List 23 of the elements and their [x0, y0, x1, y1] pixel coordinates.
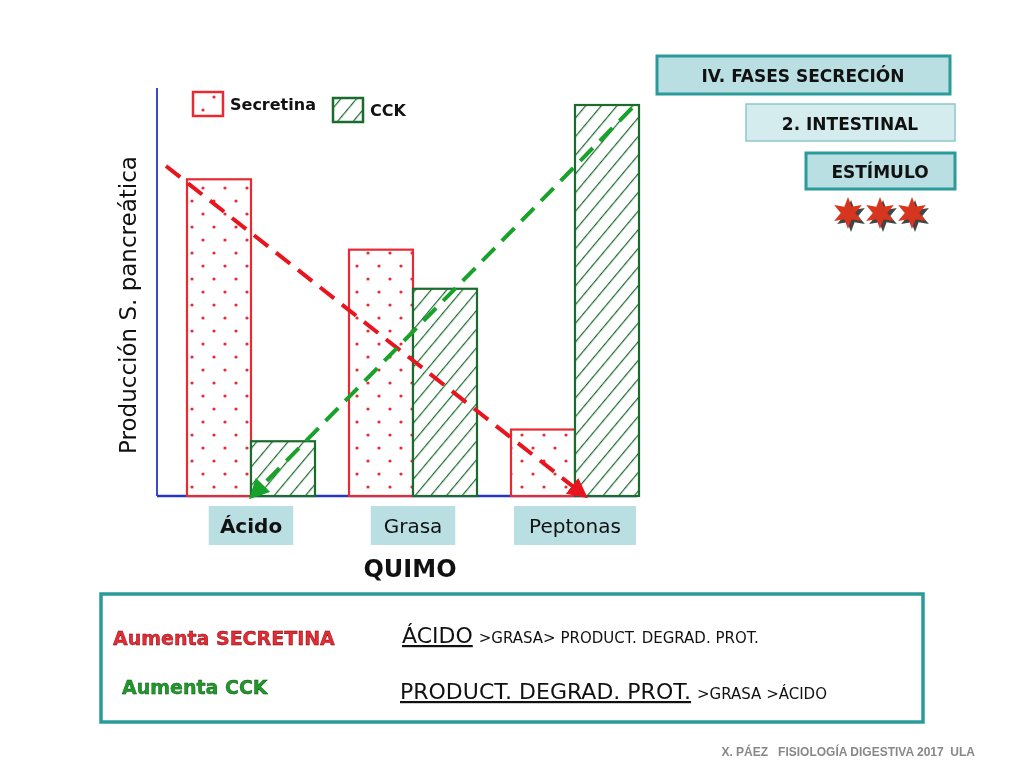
text: ÁCIDO	[402, 623, 473, 648]
bar	[185, 178, 253, 498]
bar	[573, 103, 641, 498]
text: >GRASA >ÁCIDO	[697, 684, 827, 703]
text: IV. FASES SECRECIÓN	[701, 65, 905, 86]
legend-label: Secretina	[230, 95, 316, 114]
text: >GRASA> PRODUCT. DEGRAD. PROT.	[478, 629, 759, 647]
x-tick-label: Ácido	[219, 514, 283, 538]
bar	[249, 440, 317, 498]
text: X. PÁEZ FISIOLOGÍA DIGESTIVA 2017 ULA	[721, 744, 976, 759]
text: PRODUCT. DEGRAD. PROT.	[400, 679, 692, 704]
bar	[411, 287, 479, 498]
legend-label: CCK	[370, 101, 407, 120]
x-tick-label: Grasa	[383, 514, 443, 538]
bar	[347, 248, 415, 498]
x-tick-label: Peptonas	[529, 514, 621, 538]
text: Aumenta CCK	[122, 676, 269, 698]
x-axis-title: QUIMO	[363, 555, 457, 583]
text: ESTÍMULO	[831, 161, 929, 182]
text: Aumenta SECRETINA	[113, 627, 336, 649]
bar	[509, 428, 577, 498]
y-axis-title: Producción S. pancreática	[115, 156, 141, 454]
text: 2. INTESTINAL	[781, 114, 919, 134]
